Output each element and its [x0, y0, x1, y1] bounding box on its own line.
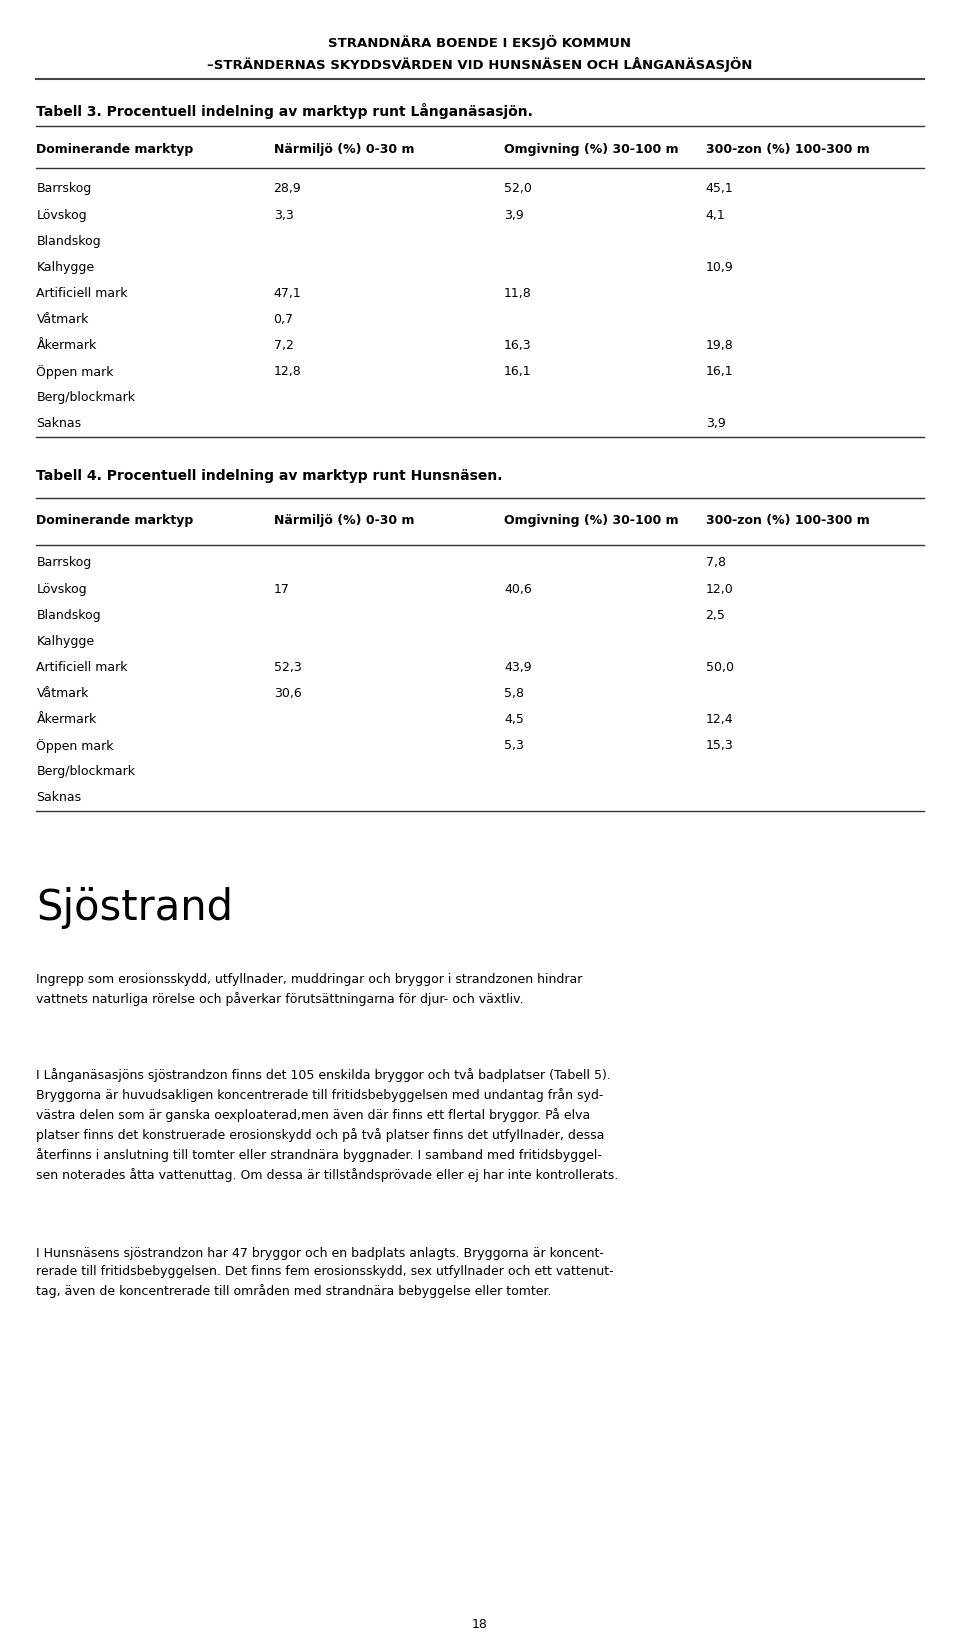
Text: 4,5: 4,5 [504, 713, 524, 726]
Text: 3,9: 3,9 [504, 208, 524, 221]
Text: Saknas: Saknas [36, 791, 82, 804]
Text: Omgivning (%) 30-100 m: Omgivning (%) 30-100 m [504, 513, 679, 527]
Text: 12,8: 12,8 [274, 365, 301, 378]
Text: Närmiljö (%) 0-30 m: Närmiljö (%) 0-30 m [274, 144, 414, 155]
Text: 30,6: 30,6 [274, 687, 301, 700]
Text: Våtmark: Våtmark [36, 687, 89, 700]
Text: Artificiell mark: Artificiell mark [36, 287, 128, 300]
Text: Närmiljö (%) 0-30 m: Närmiljö (%) 0-30 m [274, 513, 414, 527]
Text: Lövskog: Lövskog [36, 583, 87, 596]
Text: 7,2: 7,2 [274, 338, 294, 352]
Text: 16,1: 16,1 [706, 365, 733, 378]
Text: 15,3: 15,3 [706, 740, 733, 753]
Text: 3,9: 3,9 [706, 418, 726, 431]
Text: 0,7: 0,7 [274, 314, 294, 325]
Text: Berg/blockmark: Berg/blockmark [36, 391, 135, 404]
Text: 3,3: 3,3 [274, 208, 294, 221]
Text: Sjöstrand: Sjöstrand [36, 887, 233, 930]
Text: 300-zon (%) 100-300 m: 300-zon (%) 100-300 m [706, 144, 870, 155]
Text: Åkermark: Åkermark [36, 338, 97, 352]
Text: I Hunsnäsens sjöstrandzon har 47 bryggor och en badplats anlagts. Bryggorna är k: I Hunsnäsens sjöstrandzon har 47 bryggor… [36, 1247, 614, 1298]
Text: 50,0: 50,0 [706, 660, 733, 674]
Text: 28,9: 28,9 [274, 183, 301, 195]
Text: I Långanäsasjöns sjöstrandzon finns det 105 enskilda bryggor och två badplatser : I Långanäsasjöns sjöstrandzon finns det … [36, 1068, 619, 1182]
Text: Berg/blockmark: Berg/blockmark [36, 764, 135, 778]
Text: 10,9: 10,9 [706, 261, 733, 274]
Text: Blandskog: Blandskog [36, 234, 101, 248]
Text: Kalhygge: Kalhygge [36, 261, 95, 274]
Text: Blandskog: Blandskog [36, 609, 101, 622]
Text: 2,5: 2,5 [706, 609, 726, 622]
Text: 300-zon (%) 100-300 m: 300-zon (%) 100-300 m [706, 513, 870, 527]
Text: 11,8: 11,8 [504, 287, 532, 300]
Text: Barrskog: Barrskog [36, 556, 92, 570]
Text: 52,3: 52,3 [274, 660, 301, 674]
Text: –STRÄNDERNAS SKYDDSVÄRDEN VID HUNSNÄSEN OCH LÅNGANÄSASJÖN: –STRÄNDERNAS SKYDDSVÄRDEN VID HUNSNÄSEN … [207, 56, 753, 73]
Text: 7,8: 7,8 [706, 556, 726, 570]
Text: 12,4: 12,4 [706, 713, 733, 726]
Text: 5,8: 5,8 [504, 687, 524, 700]
Text: 4,1: 4,1 [706, 208, 726, 221]
Text: Ingrepp som erosionsskydd, utfyllnader, muddringar och bryggor i strandzonen hin: Ingrepp som erosionsskydd, utfyllnader, … [36, 972, 583, 1005]
Text: Barrskog: Barrskog [36, 183, 92, 195]
Text: 45,1: 45,1 [706, 183, 733, 195]
Text: 16,3: 16,3 [504, 338, 532, 352]
Text: 19,8: 19,8 [706, 338, 733, 352]
Text: Åkermark: Åkermark [36, 713, 97, 726]
Text: 16,1: 16,1 [504, 365, 532, 378]
Text: 47,1: 47,1 [274, 287, 301, 300]
Text: Dominerande marktyp: Dominerande marktyp [36, 513, 194, 527]
Text: Kalhygge: Kalhygge [36, 634, 95, 647]
Text: 43,9: 43,9 [504, 660, 532, 674]
Text: Saknas: Saknas [36, 418, 82, 431]
Text: Lövskog: Lövskog [36, 208, 87, 221]
Text: Våtmark: Våtmark [36, 314, 89, 325]
Text: Öppen mark: Öppen mark [36, 365, 114, 380]
Text: Öppen mark: Öppen mark [36, 740, 114, 753]
Text: 18: 18 [472, 1618, 488, 1631]
Text: 40,6: 40,6 [504, 583, 532, 596]
Text: Tabell 3. Procentuell indelning av marktyp runt Långanäsasjön.: Tabell 3. Procentuell indelning av markt… [36, 104, 534, 119]
Text: Tabell 4. Procentuell indelning av marktyp runt Hunsnäsen.: Tabell 4. Procentuell indelning av markt… [36, 469, 503, 484]
Text: Omgivning (%) 30-100 m: Omgivning (%) 30-100 m [504, 144, 679, 155]
Text: STRANDNÄRA BOENDE I EKSJÖ KOMMUN: STRANDNÄRA BOENDE I EKSJÖ KOMMUN [328, 36, 632, 51]
Text: 12,0: 12,0 [706, 583, 733, 596]
Text: 52,0: 52,0 [504, 183, 532, 195]
Text: Artificiell mark: Artificiell mark [36, 660, 128, 674]
Text: 5,3: 5,3 [504, 740, 524, 753]
Text: Dominerande marktyp: Dominerande marktyp [36, 144, 194, 155]
Text: 17: 17 [274, 583, 290, 596]
